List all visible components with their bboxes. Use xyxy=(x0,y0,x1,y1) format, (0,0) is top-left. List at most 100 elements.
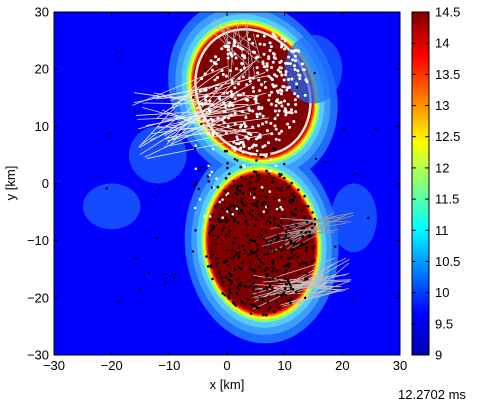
particle-streak xyxy=(157,115,237,129)
particle-dot xyxy=(280,129,284,133)
particle-dot xyxy=(298,263,302,267)
particle-dot xyxy=(249,152,253,156)
particle-dot xyxy=(211,147,215,151)
particle-dot xyxy=(257,153,260,156)
particle-dot xyxy=(304,277,307,281)
particle-streak xyxy=(282,290,341,307)
particle-dot xyxy=(281,208,284,211)
particle-dot xyxy=(273,235,277,239)
x-tick-label: 10 xyxy=(277,358,291,373)
particle-streak xyxy=(133,81,234,104)
particle-dot xyxy=(209,59,213,63)
particle-dot xyxy=(204,102,208,106)
particle-dot xyxy=(241,192,245,196)
particle-dot xyxy=(237,184,240,188)
particle-dot xyxy=(269,76,273,80)
particle-dot xyxy=(265,209,268,213)
particle-dot xyxy=(313,223,317,226)
particle-dot xyxy=(255,201,258,205)
particle-streak xyxy=(291,232,323,249)
particle-dot xyxy=(196,106,200,110)
particle-streak xyxy=(164,130,242,148)
particle-dot xyxy=(235,186,239,190)
particle-dot xyxy=(218,271,221,274)
particle-dot xyxy=(254,137,258,141)
particle-dot xyxy=(208,218,212,222)
particle-dot xyxy=(251,214,254,218)
particle-dot xyxy=(211,234,215,238)
particle-dot xyxy=(287,262,291,266)
x-tick-label: −10 xyxy=(158,358,180,373)
particle-dot xyxy=(197,102,201,106)
particle-dot xyxy=(284,277,287,281)
particle-dot xyxy=(261,189,265,192)
particle-dot xyxy=(305,277,309,281)
particle-dot xyxy=(293,195,297,199)
particle-dot xyxy=(288,110,292,114)
particle-dot xyxy=(267,152,271,156)
particle-dot xyxy=(214,86,218,90)
particle-dot xyxy=(301,235,304,238)
particle-dot xyxy=(217,58,221,62)
particle-dot xyxy=(248,285,252,288)
y-tick-label: 0 xyxy=(42,176,49,191)
particle-dot xyxy=(299,230,303,234)
particle-dot xyxy=(226,166,229,170)
particle-streak xyxy=(289,269,325,293)
particle-dot xyxy=(233,145,237,149)
particle-dot xyxy=(229,204,233,207)
particle-dot xyxy=(262,237,266,241)
particle-dot xyxy=(302,68,306,72)
particle-dot xyxy=(244,135,248,139)
particle-dot xyxy=(290,192,294,196)
particle-dot xyxy=(235,292,239,295)
particle-dot xyxy=(226,116,230,120)
particle-dot xyxy=(236,205,239,209)
particle-dot xyxy=(262,52,266,56)
particle-dot xyxy=(250,175,253,179)
particle-dot xyxy=(287,55,291,59)
particle-dot xyxy=(230,81,234,85)
particle-dot xyxy=(264,82,268,85)
particle-dot xyxy=(231,248,234,252)
particle-dot xyxy=(288,184,292,188)
particle-dot xyxy=(303,204,307,208)
particle-dot xyxy=(263,253,266,256)
particle-dot xyxy=(274,104,278,108)
particle-dot xyxy=(260,106,264,110)
particle-dot xyxy=(305,80,309,84)
particle-dot xyxy=(286,225,290,229)
particle-dot xyxy=(297,272,300,276)
particle-dot xyxy=(117,51,120,55)
particle-dot xyxy=(224,74,228,78)
particle-dot xyxy=(239,281,242,285)
particle-dot xyxy=(271,270,274,274)
particle-dot xyxy=(254,217,258,221)
particle-dot xyxy=(194,229,197,232)
particle-dot xyxy=(290,198,294,201)
x-tick-label: 20 xyxy=(335,358,349,373)
colorbar-tick-label: 9 xyxy=(435,348,442,363)
particle-dot xyxy=(271,237,274,241)
particle-dot xyxy=(256,205,259,209)
particle-dot xyxy=(303,216,306,220)
particle-dot xyxy=(256,71,260,75)
particle-streak xyxy=(284,212,335,242)
particle-dot xyxy=(312,258,316,262)
particle-dot xyxy=(276,233,280,237)
particle-dot xyxy=(268,306,271,309)
particle-dot xyxy=(276,89,280,93)
particle-dot xyxy=(134,110,137,113)
particle-dot xyxy=(274,113,277,116)
particle-dot xyxy=(267,55,271,59)
particle-dot xyxy=(247,192,251,196)
density-halo xyxy=(82,183,141,230)
particle-dot xyxy=(271,176,275,180)
particle-dot xyxy=(305,220,309,224)
particle-dot xyxy=(204,87,208,91)
particle-dot xyxy=(280,255,283,259)
particle-dot xyxy=(251,294,254,297)
particle-dot xyxy=(165,272,168,276)
particle-dot xyxy=(271,60,275,64)
particle-streak xyxy=(133,92,216,105)
